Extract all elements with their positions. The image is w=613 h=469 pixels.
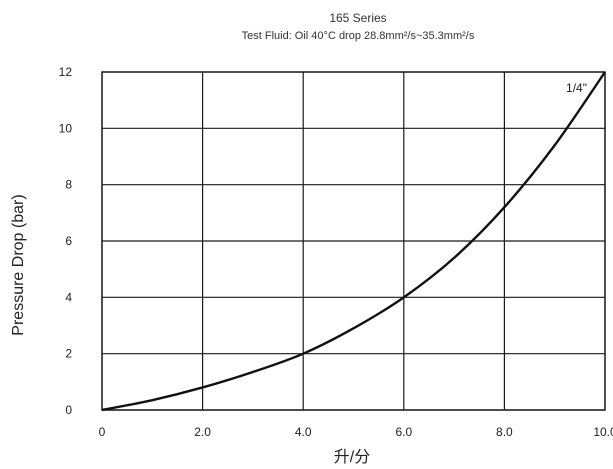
y-axis-ticks: 0 2 4 6 8 10 12 bbox=[59, 65, 73, 417]
x-tick-label: 6.0 bbox=[395, 425, 412, 439]
y-tick-label: 0 bbox=[65, 403, 72, 417]
x-tick-label: 8.0 bbox=[496, 425, 513, 439]
series-label: 1/4" bbox=[566, 81, 587, 95]
plot-frame bbox=[101, 71, 606, 411]
x-tick-label: 10.0 bbox=[593, 425, 613, 439]
grid bbox=[101, 71, 606, 411]
y-tick-label: 2 bbox=[65, 347, 72, 361]
x-tick-label: 4.0 bbox=[295, 425, 312, 439]
y-axis-label: Pressure Drop (bar) bbox=[10, 194, 27, 335]
y-tick-label: 12 bbox=[59, 65, 73, 79]
y-tick-label: 8 bbox=[65, 178, 72, 192]
x-axis-ticks: 0 2.0 4.0 6.0 8.0 10.0 bbox=[99, 425, 613, 439]
chart-title: 165 Series bbox=[329, 11, 386, 25]
series-line bbox=[101, 71, 606, 412]
y-tick-label: 4 bbox=[65, 290, 72, 304]
x-tick-label: 2.0 bbox=[194, 425, 211, 439]
chart-subtitle: Test Fluid: Oil 40°C drop 28.8mm²/s~35.3… bbox=[242, 30, 475, 42]
y-tick-label: 10 bbox=[59, 121, 73, 135]
series-layer: 1/4" bbox=[101, 71, 606, 412]
x-axis-label: 升/分 bbox=[334, 448, 370, 466]
y-tick-label: 6 bbox=[65, 234, 72, 248]
x-tick-label: 0 bbox=[99, 425, 106, 439]
